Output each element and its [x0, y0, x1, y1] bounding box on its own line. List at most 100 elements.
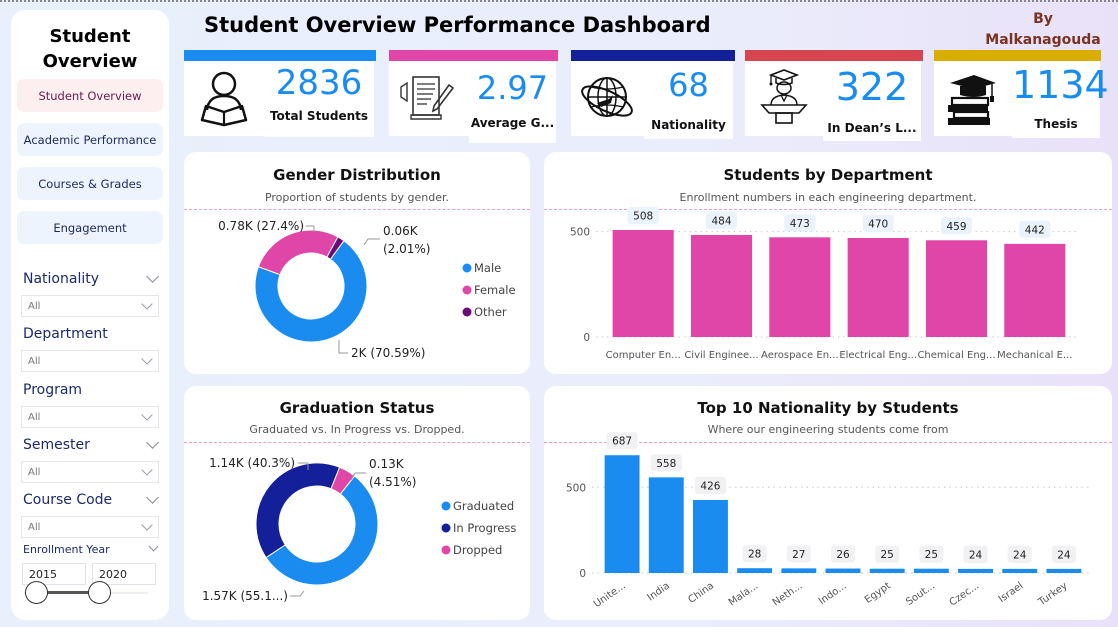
panel-subtitle: Graduated vs. In Progress vs. Dropped.: [249, 423, 465, 436]
x-tick-label: Neth...: [771, 580, 805, 608]
nationality-dropdown[interactable]: All: [21, 295, 159, 317]
bar-0: [612, 229, 674, 337]
filter-nationality-label: Nationality: [23, 271, 100, 287]
kpi-accent-bar: [389, 50, 558, 61]
kpi-accent-bar: [571, 50, 735, 61]
year-from-input[interactable]: 2015: [22, 563, 86, 585]
dropdown-value: All: [28, 467, 41, 478]
data-label: 459: [946, 221, 966, 233]
x-tick-label: Electrical Eng...: [839, 350, 917, 361]
data-label: (4.51%): [369, 475, 416, 489]
document-pen-icon: [400, 76, 455, 120]
data-label: 558: [656, 458, 676, 470]
chevron-down-icon[interactable]: [146, 270, 159, 283]
data-label-bg: [862, 214, 894, 232]
data-label: 24: [969, 549, 983, 561]
leader-line: [350, 472, 366, 481]
y-tick-label: 0: [583, 332, 590, 344]
bar-2: [769, 237, 831, 337]
bar-1: [690, 235, 753, 337]
y-tick-label: 500: [570, 227, 590, 239]
graduation-donut-chart: 1.14K (40.3%) 0.13K (4.51%) 1.57K (55.1...)…: [202, 456, 516, 603]
sidebar-title-line1: Student: [49, 26, 131, 47]
leader-line: [298, 462, 309, 470]
chevron-down-icon[interactable]: [146, 436, 159, 449]
data-label: 24: [1057, 549, 1071, 561]
data-label-bg: [963, 545, 988, 563]
donut-slice-dropped: [330, 466, 356, 495]
filter-program-label: Program: [23, 382, 83, 398]
legend-label-female: Female: [474, 283, 516, 297]
legend-label-other: Other: [474, 305, 507, 319]
data-label-bg: [941, 217, 972, 235]
nav-academic-performance[interactable]: Academic Performance: [17, 123, 163, 156]
department-panel: Students by Department Enrollment number…: [544, 152, 1112, 374]
legend-label-male: Male: [474, 261, 501, 275]
panel-title: Top 10 Nationality by Students: [697, 399, 959, 417]
data-label: 27: [792, 549, 805, 561]
leader-line: [290, 590, 305, 597]
semester-dropdown[interactable]: All: [21, 461, 159, 483]
x-tick-label: Computer En...: [606, 350, 681, 361]
filter-course-code-label: Course Code: [23, 492, 113, 508]
chevron-down-icon[interactable]: [146, 491, 159, 504]
kpi-total-students: 2836 Total Students: [184, 50, 376, 138]
kpi-label: Nationality: [651, 118, 726, 132]
donut-slice-in-progress: [255, 462, 341, 559]
kpi-nationality: 68 Nationality: [571, 50, 735, 139]
bar-3: [737, 568, 773, 573]
donut-slice-graduated: [265, 475, 379, 586]
data-label: 1.14K (40.3%): [209, 456, 295, 470]
department-dropdown[interactable]: All: [21, 350, 159, 372]
program-dropdown[interactable]: All: [21, 406, 159, 428]
data-label: 473: [790, 218, 810, 230]
kpi-label: Total Students: [269, 109, 369, 123]
data-label-bg: [627, 206, 659, 224]
author-name: Malkanagouda: [985, 32, 1101, 48]
x-tick-label: Indo...: [817, 580, 849, 607]
x-tick-label: Sout...: [904, 580, 937, 608]
gender-distribution-panel: Gender Distribution Proportion of studen…: [184, 152, 530, 374]
year-slider-max-handle[interactable]: [88, 581, 111, 604]
nav-engagement[interactable]: Engagement: [17, 211, 163, 244]
nav-student-overview[interactable]: Student Overview: [17, 79, 163, 112]
kpi-average-gpa: 2.97 Average G...: [389, 50, 558, 143]
kpi-icon-area: [389, 61, 469, 136]
books-cap-icon: [948, 75, 996, 125]
bar-1: [648, 477, 684, 573]
nav-label: Student Overview: [38, 88, 142, 103]
divider: [544, 442, 1112, 443]
course-code-dropdown[interactable]: All: [21, 516, 159, 538]
kpi-accent-bar: [745, 50, 923, 61]
data-label-bg: [606, 432, 638, 450]
data-label-bg: [875, 545, 900, 563]
gender-donut-chart: 0.78K (27.4%) 0.06K (2.01%) 2K (70.59%) Male…: [218, 219, 516, 360]
globe-plane-icon: [581, 77, 633, 117]
bar-2: [693, 499, 728, 573]
data-label: 508: [633, 210, 653, 222]
divider: [184, 442, 530, 443]
chevron-down-icon: [141, 353, 153, 365]
data-label-bg: [1051, 545, 1076, 563]
year-to-input[interactable]: 2020: [92, 563, 156, 585]
kpi-value-area: 2.97 Average G...: [469, 61, 556, 143]
kpi-label: Thesis: [1034, 117, 1078, 131]
data-label-bg: [650, 454, 682, 472]
x-tick-label: Civil Enginee...: [684, 350, 758, 361]
bar-0: [604, 455, 640, 573]
legend-label-dropped: Dropped: [453, 543, 502, 557]
y-tick-label: 0: [579, 568, 586, 580]
nav-courses-grades[interactable]: Courses & Grades: [17, 167, 163, 200]
x-tick-label: China: [686, 580, 716, 605]
sidebar-title: Student Overview: [11, 24, 169, 74]
data-label: 25: [880, 549, 893, 561]
data-label: 25: [925, 549, 938, 561]
data-label: 687: [612, 436, 632, 448]
kpi-value-area: 322 In Dean’s L...: [823, 61, 921, 141]
donut-slice-female: [257, 229, 339, 276]
year-slider-min-handle[interactable]: [25, 581, 48, 604]
x-tick-label: Mechanical E...: [997, 350, 1072, 361]
data-label: 0.06K: [383, 224, 419, 238]
data-label-bg: [1019, 220, 1051, 238]
chevron-down-icon[interactable]: [148, 541, 159, 552]
